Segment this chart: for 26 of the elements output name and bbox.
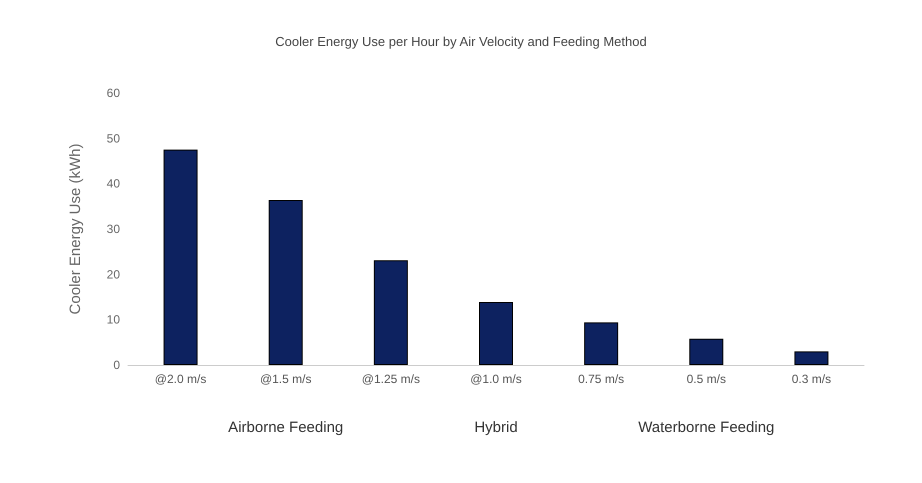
y-tick-label: 10 — [106, 312, 120, 327]
y-tick-label: 30 — [106, 222, 120, 236]
text: Waterborne Feeding — [638, 419, 774, 436]
x-tick-label: @1.25 m/s — [362, 372, 420, 386]
y-tick-label: 40 — [106, 176, 120, 191]
y-tick-label: 50 — [106, 131, 120, 146]
y-tick-label: 20 — [106, 267, 120, 282]
y-axis-title: Cooler Energy Use (kWh) — [67, 144, 84, 314]
chart-title: Cooler Energy Use per Hour by Air Velocity and Feeding Method — [275, 34, 647, 49]
bar — [268, 200, 303, 365]
y-tick-label: 0 — [113, 358, 120, 372]
bar — [479, 302, 513, 365]
bar — [584, 322, 618, 365]
x-tick-label: 0.3 m/s — [792, 372, 832, 386]
text: Airborne Feeding — [228, 419, 344, 436]
x-tick-label: @2.0 m/s — [154, 372, 206, 386]
bar — [164, 150, 198, 365]
x-tick-label: 0.75 m/s — [578, 372, 624, 386]
text: Hybrid — [474, 419, 518, 436]
bar — [689, 338, 724, 365]
bar — [794, 351, 828, 365]
x-tick-label: 0.5 m/s — [686, 372, 726, 386]
bar — [374, 260, 408, 365]
x-tick-label: @1.5 m/s — [260, 372, 312, 386]
x-tick-label: @1.0 m/s — [470, 372, 522, 386]
y-tick-label: 60 — [106, 86, 120, 100]
